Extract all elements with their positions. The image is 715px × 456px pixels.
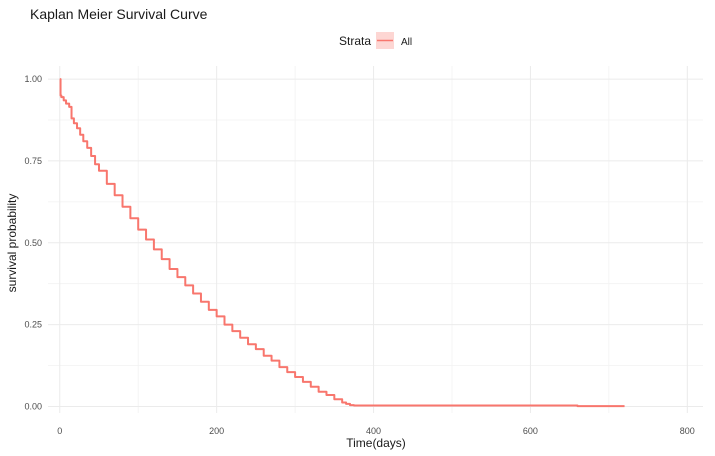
x-tick-label: 400 [366,426,381,436]
y-tick-label: 1.00 [24,74,42,84]
y-tick-label: 0.75 [24,156,42,166]
x-axis-ticks: 0 200 400 600 800 [57,426,695,436]
chart-title: Kaplan Meier Survival Curve [30,6,208,22]
y-axis-title: survival probability [5,194,19,293]
legend: Strata All [339,32,412,49]
x-tick-label: 0 [57,426,62,436]
legend-label-all: All [401,37,412,48]
x-tick-label: 600 [523,426,538,436]
y-tick-label: 0.50 [24,238,42,248]
legend-title: Strata [339,34,371,48]
y-tick-label: 0.25 [24,320,42,330]
x-axis-title: Time(days) [346,436,406,450]
survival-curve-all [59,78,625,408]
x-tick-label: 800 [680,426,695,436]
x-tick-label: 200 [209,426,224,436]
y-tick-label: 0.00 [24,401,42,411]
y-axis-ticks: 0.00 0.25 0.50 0.75 1.00 [24,74,42,411]
series-layer [59,78,625,408]
